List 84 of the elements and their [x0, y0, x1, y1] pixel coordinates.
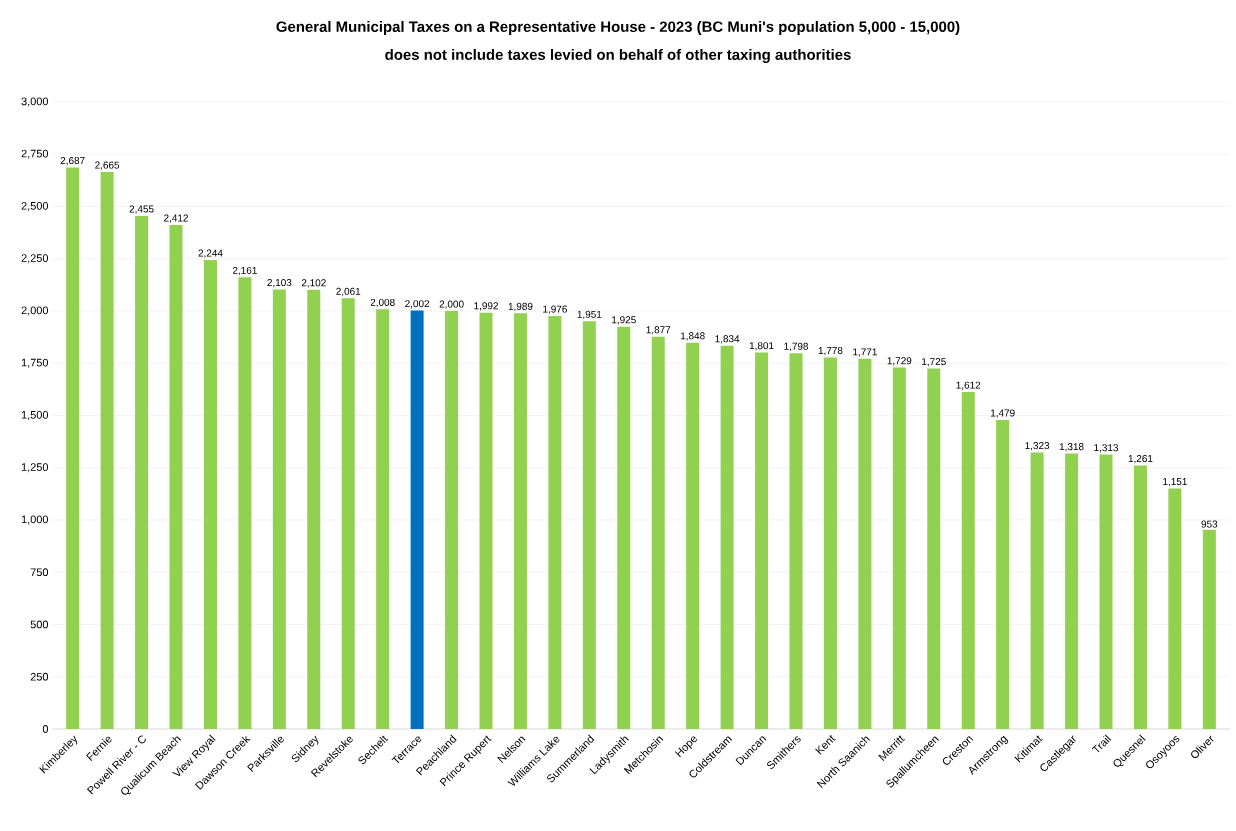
- bar: [135, 215, 149, 729]
- bar: [479, 312, 493, 729]
- data-label: 2,008: [370, 298, 395, 308]
- data-label: 2,412: [164, 214, 188, 223]
- y-tick-label: 0: [42, 725, 49, 733]
- y-tick-label: 2,500: [21, 201, 49, 212]
- bar: [1168, 488, 1182, 729]
- bar: [410, 310, 424, 729]
- data-label: 1,798: [784, 342, 809, 352]
- data-label: 2,161: [232, 266, 257, 276]
- data-label: 1,261: [1128, 455, 1153, 464]
- x-tick-label: Trail: [1091, 734, 1112, 753]
- y-tick-label: 250: [30, 672, 49, 681]
- bar: [1099, 454, 1113, 729]
- bar: [203, 259, 217, 729]
- data-label: 1,848: [680, 332, 705, 341]
- bar: [272, 289, 286, 729]
- bar: [548, 316, 562, 729]
- data-label: 2,000: [439, 300, 464, 309]
- y-tick-label: 750: [30, 568, 49, 577]
- data-label: 953: [1201, 520, 1218, 528]
- bar: [686, 342, 700, 729]
- bar: [169, 224, 183, 729]
- bar: [513, 313, 527, 729]
- bar: [582, 321, 596, 729]
- data-label: 1,725: [922, 358, 946, 367]
- data-label: 1,313: [1094, 444, 1119, 453]
- bar: [927, 368, 941, 729]
- data-label: 1,992: [474, 302, 498, 311]
- y-tick-label: 2,750: [21, 149, 49, 159]
- bar: [307, 289, 321, 729]
- bar: [996, 419, 1010, 729]
- bar: [100, 172, 114, 729]
- bar: [755, 352, 769, 729]
- bar: [445, 310, 459, 729]
- bar: [858, 358, 872, 729]
- data-label: 1,151: [1163, 478, 1187, 487]
- data-label: 2,103: [267, 279, 292, 288]
- bar: [1202, 529, 1216, 729]
- bar: [823, 357, 837, 729]
- y-tick-label: 1,750: [21, 358, 49, 368]
- data-label: 2,455: [129, 205, 154, 214]
- bar: [341, 298, 355, 729]
- bar: [651, 336, 665, 729]
- data-label: 2,687: [60, 156, 85, 166]
- data-label: 2,002: [405, 300, 430, 309]
- bar: [238, 277, 252, 729]
- data-label: 2,665: [95, 161, 120, 170]
- y-tick-label: 1,000: [21, 515, 49, 525]
- data-label: 1,729: [887, 357, 912, 366]
- chart-title: General Municipal Taxes on a Representative House - 2023 (BC Muni's population 5,000 - 15,000): [276, 21, 960, 35]
- data-label: 1,925: [612, 316, 636, 325]
- data-label: 2,102: [301, 279, 326, 288]
- bar: [1030, 452, 1044, 729]
- y-tick-label: 1,250: [21, 463, 49, 473]
- bar: [789, 353, 803, 729]
- bar: [1065, 453, 1079, 729]
- data-label: 1,877: [646, 326, 671, 335]
- y-tick-label: 1,500: [21, 410, 49, 421]
- bar: [376, 309, 390, 729]
- data-label: 2,061: [336, 287, 361, 297]
- data-label: 2,244: [198, 249, 223, 258]
- data-label: 1,612: [956, 381, 981, 390]
- data-label: 1,323: [1025, 442, 1050, 451]
- data-label: 1,976: [543, 305, 567, 314]
- data-label: 1,479: [990, 409, 1015, 418]
- bar: [720, 345, 734, 729]
- bar: [66, 167, 80, 729]
- data-label: 1,834: [715, 335, 740, 344]
- data-label: 1,771: [853, 348, 877, 357]
- bar: [892, 367, 906, 729]
- y-tick-label: 3,000: [21, 97, 49, 107]
- data-label: 1,318: [1059, 443, 1084, 452]
- bar: [1133, 465, 1147, 729]
- data-label: 1,951: [577, 310, 602, 320]
- y-tick-label: 2,250: [21, 254, 49, 264]
- chart-subtitle: does not include taxes levied on behalf of other taxing authorities: [385, 48, 851, 63]
- data-label: 1,778: [818, 346, 843, 356]
- bar: [617, 326, 631, 729]
- data-label: 1,801: [749, 342, 774, 351]
- data-label: 1,989: [508, 302, 533, 312]
- y-tick-label: 2,000: [21, 306, 49, 316]
- y-tick-label: 500: [30, 620, 49, 629]
- bar: [961, 392, 975, 729]
